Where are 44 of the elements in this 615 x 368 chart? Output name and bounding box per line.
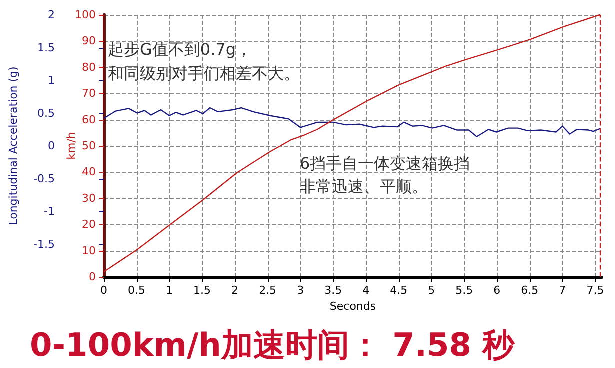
x-tick-label: 0.5 xyxy=(128,284,146,297)
y-tick-label: 2 xyxy=(48,8,55,22)
y-tick-label: 0 xyxy=(48,140,55,152)
x-tick-label: 4.5 xyxy=(390,284,408,297)
x-tick-label: 5.5 xyxy=(456,284,474,297)
annotation: 和同级别对手们相差不大。 xyxy=(108,64,300,84)
annotation: 非常迅速、平顺。 xyxy=(300,177,428,196)
x-tick-label: 3.5 xyxy=(324,284,342,297)
x-tick-label: 5 xyxy=(428,284,436,297)
y-tick-label: -1 xyxy=(44,205,55,218)
y-tick-label: -0.5 xyxy=(34,172,55,186)
x-tick-label: 2.5 xyxy=(259,284,277,297)
y2-tick-label: 10 xyxy=(82,244,96,258)
x-tick-label: 4 xyxy=(362,284,370,297)
x-tick-label: 6.5 xyxy=(521,284,539,297)
y-tick-label: -1.5 xyxy=(34,238,55,251)
x-tick-label: 3 xyxy=(297,284,304,297)
y-tick-label: 1.5 xyxy=(38,41,55,54)
y2-tick-label: 60 xyxy=(82,113,96,126)
y2-tick-label: 50 xyxy=(82,140,96,152)
x-tick-label: 1 xyxy=(166,284,174,297)
x-tick-label: 7 xyxy=(559,284,566,297)
y2-tick-label: 40 xyxy=(82,166,96,179)
x-axis-title: Seconds xyxy=(330,300,376,313)
y2-tick-label: 100 xyxy=(75,8,96,22)
text: 0-100km/h加速时间： 7.58 秒 xyxy=(30,326,516,364)
y2-tick-label: 20 xyxy=(82,218,96,232)
annotation: 6挡手自一体变速箱换挡 xyxy=(300,154,470,174)
x-tick-label: 7.5 xyxy=(586,284,604,297)
y2-tick-label: 30 xyxy=(82,192,96,205)
x-tick-label: 0 xyxy=(100,284,108,297)
x-tick-label: 1.5 xyxy=(194,284,212,297)
x-tick-label: 2 xyxy=(232,284,239,297)
y-tick-label: 0.5 xyxy=(38,106,55,120)
y2-tick-label: 70 xyxy=(82,87,96,100)
y-tick-label: 1 xyxy=(48,74,55,87)
y-axis-title: Longitudinal Acceleration (g) xyxy=(7,66,20,226)
y2-axis-title: km/h xyxy=(65,132,78,160)
annotation: 起步G值不到0.7g， xyxy=(108,40,252,60)
y2-tick-label: 0 xyxy=(89,270,96,284)
line-series xyxy=(103,107,601,138)
x-tick-label: 6 xyxy=(494,284,501,297)
y2-tick-label: 90 xyxy=(82,34,96,48)
y2-tick-label: 80 xyxy=(82,60,96,74)
